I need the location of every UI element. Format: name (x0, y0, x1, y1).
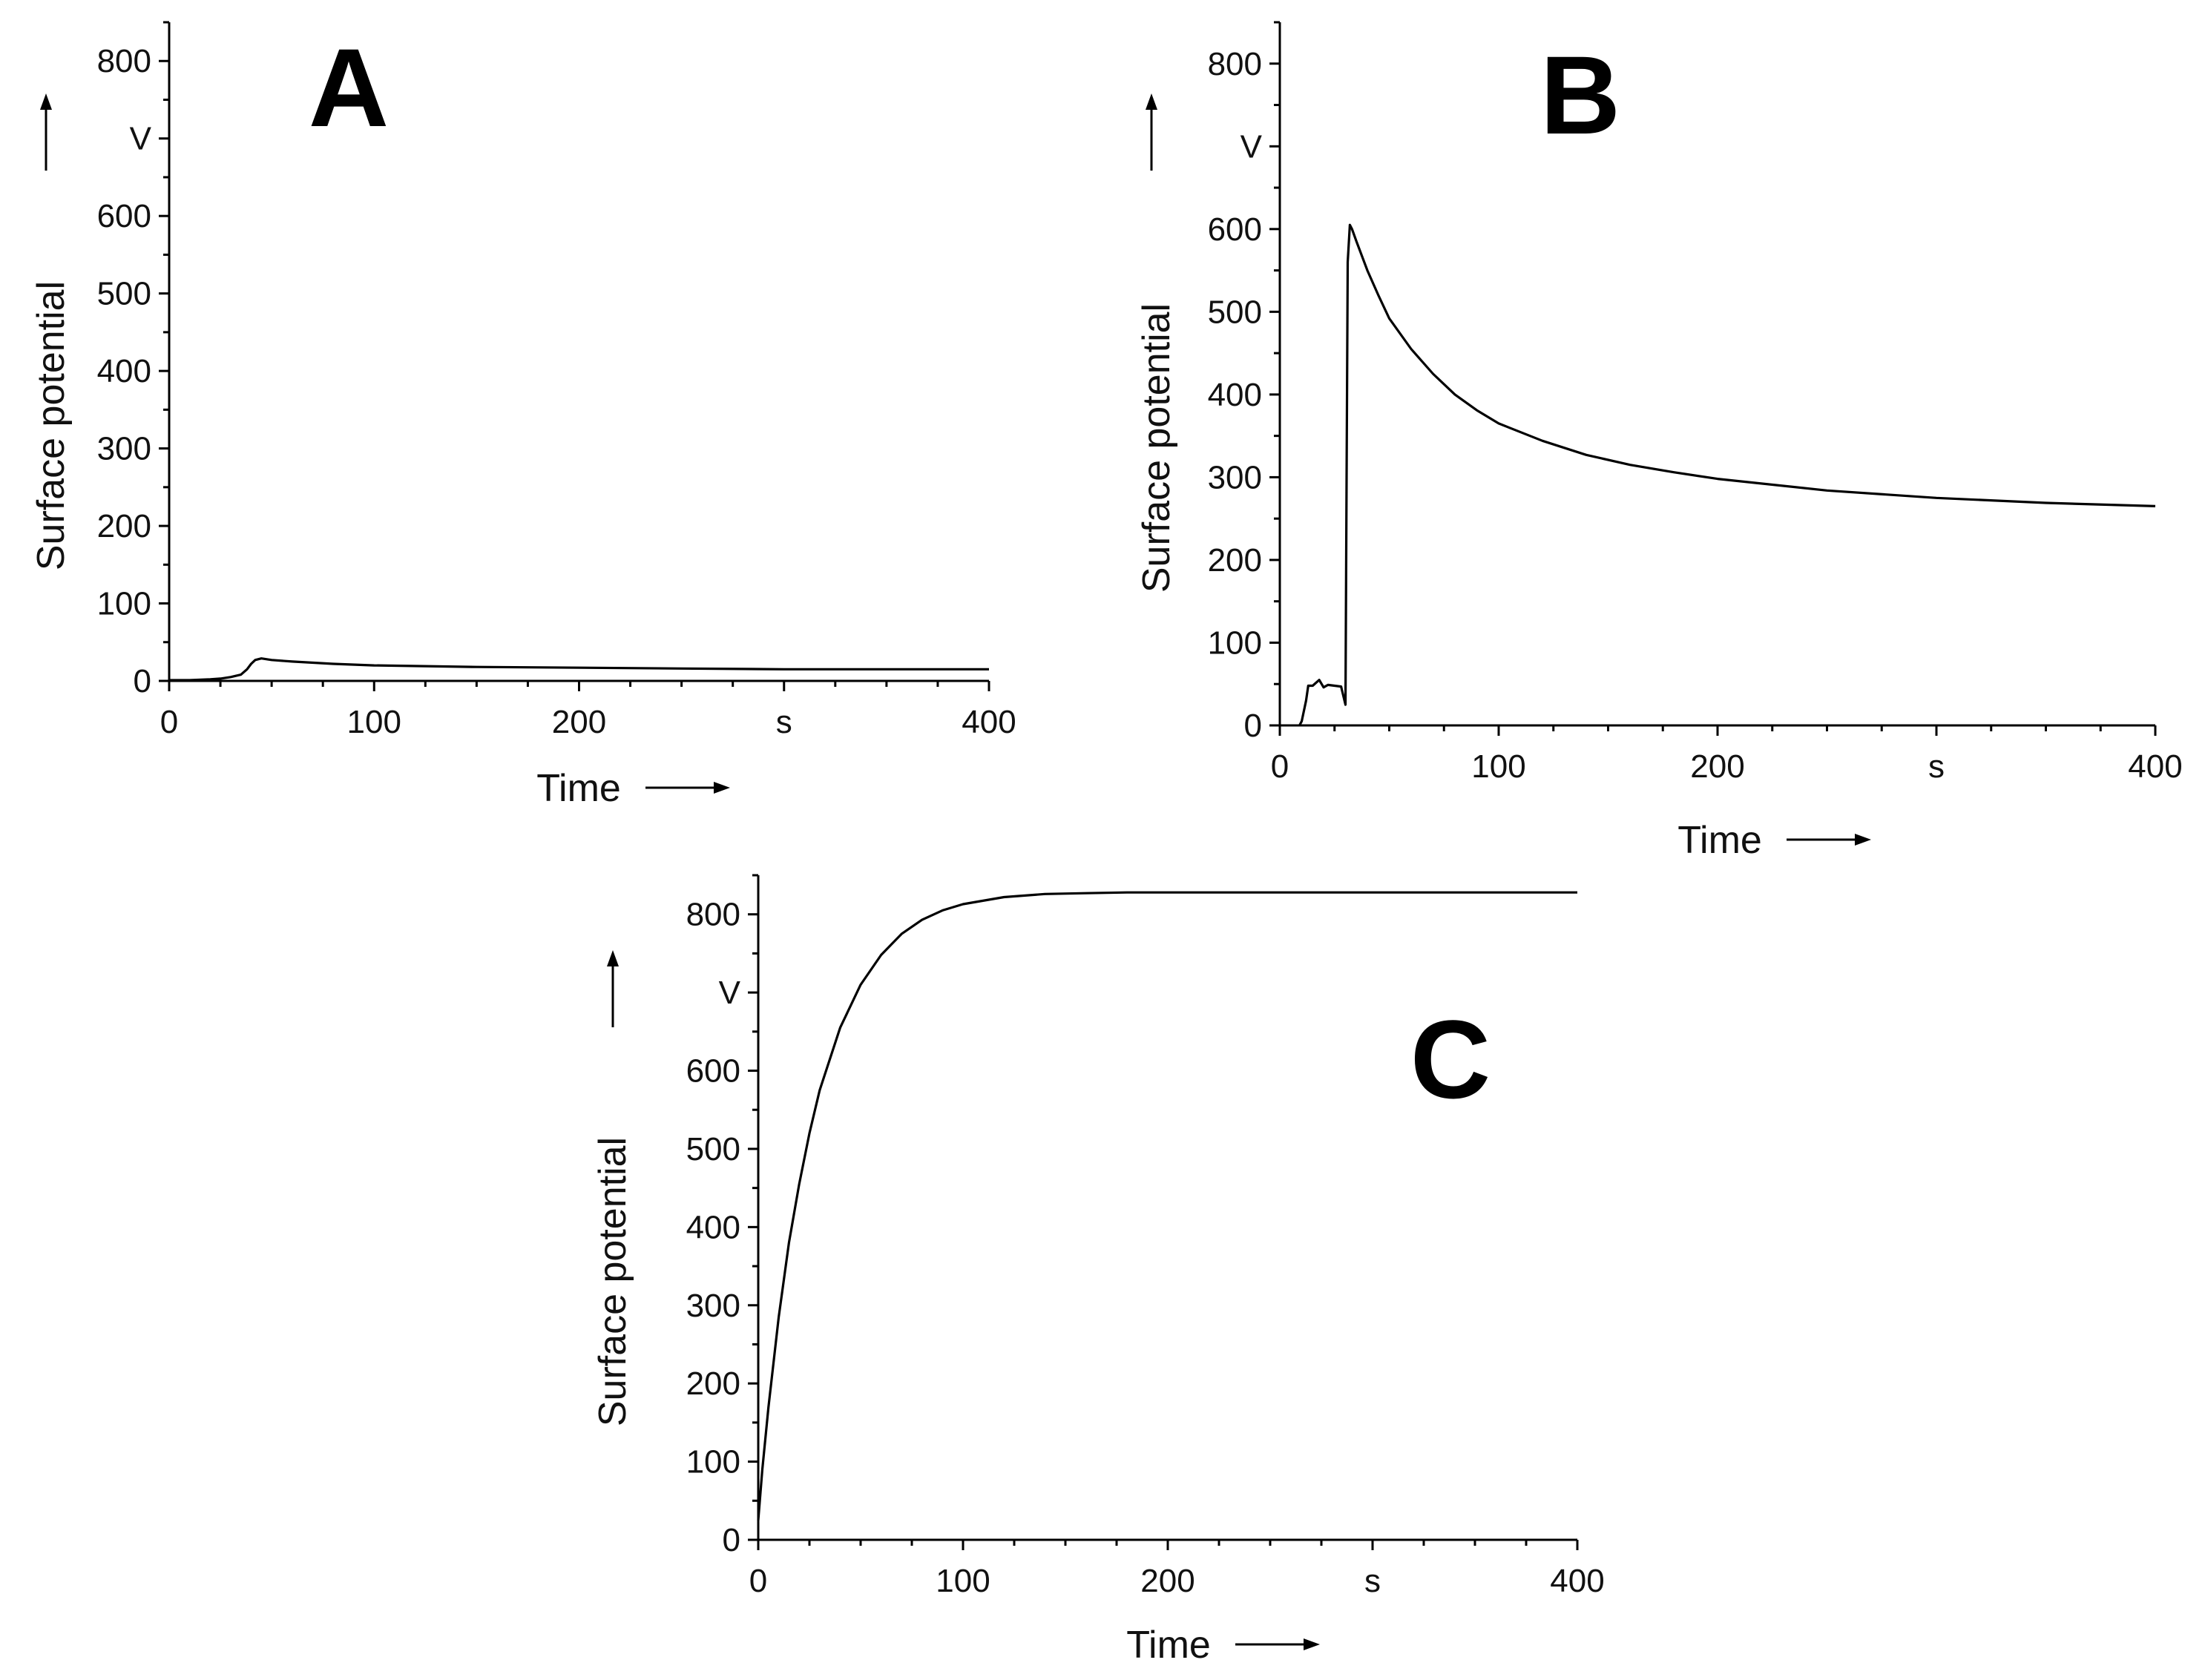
y-tick-label: 500 (686, 1131, 740, 1167)
panel-letter: C (1410, 997, 1491, 1121)
y-tick-label: 0 (134, 663, 151, 699)
y-axis-arrow-head (1146, 93, 1157, 110)
panel-letter: B (1540, 33, 1620, 157)
y-tick-label: V (130, 121, 152, 157)
x-tick-label: s (1364, 1563, 1381, 1599)
y-tick-label: 300 (686, 1288, 740, 1324)
y-axis-arrow-head (40, 93, 52, 110)
y-tick-label: 400 (686, 1209, 740, 1245)
y-tick-label: 600 (686, 1053, 740, 1090)
x-axis-arrow-head (1304, 1638, 1320, 1650)
y-tick-label: 500 (1208, 294, 1262, 330)
x-axis-arrow-head (1855, 834, 1871, 846)
y-tick-label: 400 (97, 353, 151, 389)
y-tick-label: 800 (97, 43, 151, 79)
x-tick-label: 0 (749, 1563, 767, 1599)
x-tick-label: 100 (347, 704, 401, 740)
x-tick-label: 200 (1140, 1563, 1194, 1599)
y-tick-label: 200 (686, 1366, 740, 1402)
y-tick-label: 0 (1244, 708, 1262, 744)
y-tick-label: 0 (723, 1522, 740, 1558)
panel-a: 0 100 200 300 400 500 600 V 800 0 100 200 s 400 Surfac… (30, 21, 1016, 810)
y-tick-label: 200 (1208, 542, 1262, 579)
y-tick-label: 800 (1208, 46, 1262, 82)
x-tick-label: s (776, 704, 792, 740)
y-tick-label: 100 (686, 1444, 740, 1480)
y-tick-label: 200 (97, 508, 151, 544)
y-tick-label: 400 (1208, 377, 1262, 413)
y-tick-label: 600 (97, 198, 151, 234)
series-line-1 (757, 891, 1577, 1521)
y-tick-label: 600 (1208, 211, 1262, 248)
x-tick-label: 400 (2128, 748, 2182, 785)
y-axis-title: Surface potential (1135, 303, 1178, 593)
x-tick-label: 0 (160, 704, 178, 740)
x-tick-label: 400 (1550, 1563, 1604, 1599)
x-axis-arrow-head (714, 782, 730, 794)
x-tick-label: 400 (962, 704, 1016, 740)
y-tick-label: 500 (97, 276, 151, 312)
y-tick-label: 800 (686, 897, 740, 933)
y-axis-title: Surface potential (591, 1137, 634, 1426)
y-tick-label: 300 (97, 431, 151, 467)
y-axis-title: Surface potential (30, 281, 73, 570)
panel-c: 0 100 200 300 400 500 600 V 800 0 100 200 s 400 Surfac… (591, 874, 1605, 1667)
x-axis-title: Time (1126, 1624, 1211, 1667)
panel-letter: A (309, 25, 389, 150)
x-tick-label: 200 (552, 704, 606, 740)
x-axis-title: Time (536, 767, 621, 810)
x-tick-label: 100 (936, 1563, 990, 1599)
y-tick-label: V (719, 975, 741, 1011)
y-tick-label: V (1240, 128, 1263, 165)
x-tick-label: 0 (1271, 748, 1289, 785)
x-axis-title: Time (1677, 819, 1762, 862)
series-line-1 (1298, 223, 2156, 726)
x-tick-label: 100 (1471, 748, 1525, 785)
panel-b: 0 100 200 300 400 500 600 V 800 0 100 200 s 400 Surfac… (1135, 21, 2183, 862)
series-line-1 (169, 657, 989, 682)
x-tick-label: 200 (1690, 748, 1744, 785)
y-tick-label: 100 (1208, 625, 1262, 661)
x-tick-label: s (1928, 748, 1945, 785)
y-tick-label: 300 (1208, 459, 1262, 495)
y-tick-label: 100 (97, 586, 151, 622)
y-axis-arrow-head (607, 950, 619, 966)
